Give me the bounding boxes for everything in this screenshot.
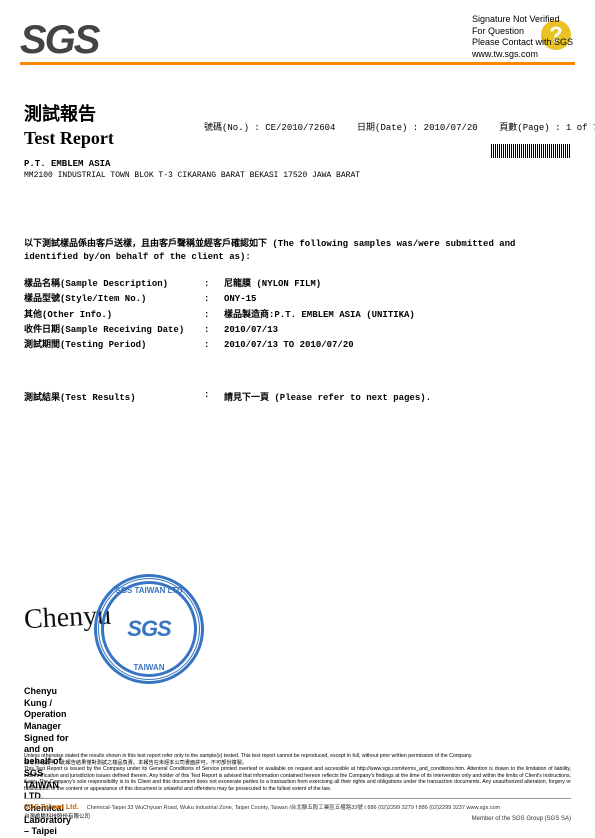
- page-body: 測試報告 Test Report 號碼(No.) : CE/2010/72604…: [24, 100, 571, 403]
- footer-addr-text: Chemical-Taipei 33 WuChyuan Road, Wuku I…: [87, 803, 500, 811]
- table-row: 樣品型號(Style/Item No.) : ONY-15: [24, 292, 571, 307]
- footer-member: Member of the SGS Group (SGS SA): [472, 816, 571, 822]
- client-address: MM2100 INDUSTRIAL TOWN BLOK T-3 CIKARANG…: [24, 171, 571, 180]
- date-label: 日期(Date) :: [357, 123, 418, 133]
- colon: :: [204, 277, 224, 292]
- footer: Unless otherwise stated the results show…: [24, 753, 571, 820]
- disclaimer-p1: Unless otherwise stated the results show…: [24, 753, 472, 759]
- colon: :: [204, 338, 224, 353]
- sig-line2: For Question: [472, 26, 573, 38]
- date-value: 2010/07/20: [424, 123, 478, 133]
- test-results-line: 測試結果(Test Results) : 請見下一頁 (Please refer…: [24, 390, 571, 403]
- intro-text: 以下測試樣品係由客戶送樣，且由客戶聲稱並經客戶確認如下 (The followi…: [24, 238, 571, 263]
- page-value: 1 of 7: [566, 123, 595, 133]
- colon: :: [204, 308, 224, 323]
- table-row: 其他(Other Info.) : 樣品製造商:P.T. EMBLEM ASIA…: [24, 308, 571, 323]
- field-value: 尼龍膜 (NYLON FILM): [224, 277, 571, 292]
- sgs-logo: SGS: [20, 18, 98, 63]
- doc-meta-line: 號碼(No.) : CE/2010/72604 日期(Date) : 2010/…: [204, 120, 595, 133]
- field-value: ONY-15: [224, 292, 571, 307]
- stamp-center-text: SGS: [127, 616, 170, 642]
- field-value: 2010/07/13 TO 2010/07/20: [224, 338, 571, 353]
- sample-info-table: 樣品名稱(Sample Description) : 尼龍膜 (NYLON FI…: [24, 277, 571, 353]
- footer-address: SGS Taiwan Ltd. 台灣檢驗科技股份有限公司 Chemical-Ta…: [24, 803, 571, 811]
- field-value: 2010/07/13: [224, 323, 571, 338]
- colon: :: [204, 323, 224, 338]
- colon: :: [204, 390, 224, 403]
- field-label: 樣品名稱(Sample Description): [24, 277, 204, 292]
- disclaimer-p2: This Test Report is issued by the Compan…: [24, 766, 571, 792]
- sig-line3: Please Contact with SGS: [472, 37, 573, 49]
- table-row: 收件日期(Sample Receiving Date) : 2010/07/13: [24, 323, 571, 338]
- no-label: 號碼(No.) :: [204, 123, 260, 133]
- table-row: 測試期間(Testing Period) : 2010/07/13 TO 201…: [24, 338, 571, 353]
- colon: :: [204, 292, 224, 307]
- field-label: 其他(Other Info.): [24, 308, 204, 323]
- logo-underline: [20, 62, 575, 65]
- results-label: 測試結果(Test Results): [24, 390, 204, 403]
- intro-line1: 以下測試樣品係由客戶送樣，且由客戶聲稱並經客戶確認如下 (The followi…: [24, 238, 571, 251]
- stamp-top-text: SGS TAIWAN LTD: [104, 586, 194, 595]
- page-label: 頁數(Page) :: [499, 123, 560, 133]
- client-name: P.T. EMBLEM ASIA: [24, 159, 571, 169]
- footer-divider: [24, 798, 571, 799]
- barcode: [491, 144, 571, 158]
- signatory-name: Chenyu Kung / Operation Manager: [24, 686, 71, 733]
- disclaimer-text: Unless otherwise stated the results show…: [24, 753, 571, 792]
- company-stamp: SGS TAIWAN LTD SGS TAIWAN: [94, 574, 204, 684]
- signature-not-verified-box: Signature Not Verified For Question Plea…: [472, 14, 573, 61]
- field-label: 測試期間(Testing Period): [24, 338, 204, 353]
- results-value: 請見下一頁 (Please refer to next pages).: [224, 390, 571, 403]
- intro-line2: identified by/on behalf of the client as…: [24, 251, 571, 264]
- table-row: 樣品名稱(Sample Description) : 尼龍膜 (NYLON FI…: [24, 277, 571, 292]
- stamp-bottom-text: TAIWAN: [104, 663, 194, 672]
- no-value: CE/2010/72604: [265, 123, 335, 133]
- field-label: 樣品型號(Style/Item No.): [24, 292, 204, 307]
- disclaimer-p1-zh: 除非另有說明，此報告結果僅對測試之樣品負責。本報告在未經本公司書面許可，不可部份…: [24, 760, 247, 766]
- field-value: 樣品製造商:P.T. EMBLEM ASIA (UNITIKA): [224, 308, 571, 323]
- sig-line4: www.tw.sgs.com: [472, 49, 573, 61]
- footer-brand: SGS Taiwan Ltd.: [24, 804, 79, 811]
- sig-line1: Signature Not Verified: [472, 14, 573, 26]
- field-label: 收件日期(Sample Receiving Date): [24, 323, 204, 338]
